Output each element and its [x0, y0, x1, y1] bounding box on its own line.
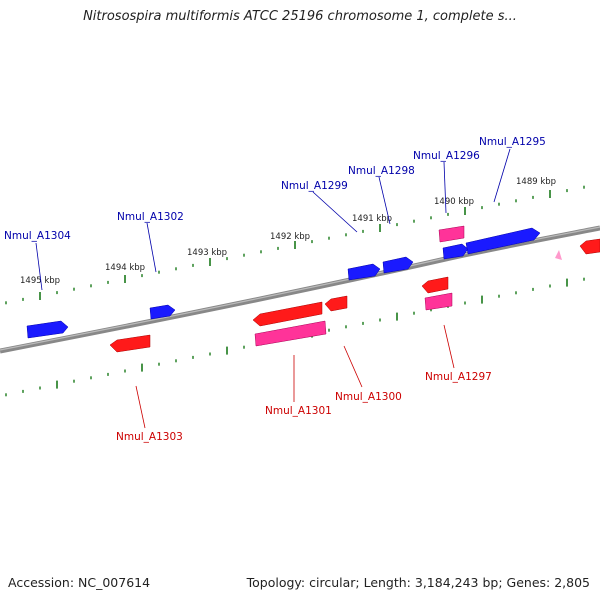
upper-scale-track [5, 185, 585, 305]
gene-edge-red[interactable] [579, 238, 600, 255]
gene-nmul-a1301-rna[interactable] [254, 320, 327, 347]
gene-label[interactable]: Nmul_A1303 [116, 431, 183, 443]
gene-nmul-a1303[interactable] [109, 334, 151, 353]
chromosome-backbone [0, 225, 600, 354]
gene-label[interactable]: Nmul_A1300 [335, 391, 402, 403]
gene-callouts [35, 148, 511, 429]
scale-label: 1492 kbp [270, 232, 310, 242]
scale-label: 1495 kbp [20, 276, 60, 286]
gene-nmul-a1302[interactable] [149, 304, 176, 320]
scale-label: 1493 kbp [187, 248, 227, 258]
accession-label: Accession: NC_007614 [8, 575, 151, 590]
gene-label[interactable]: Nmul_A1301 [265, 405, 332, 417]
scale-label: 1494 kbp [105, 263, 145, 273]
gene-edge-pink[interactable] [555, 250, 562, 260]
reverse-genes [109, 225, 600, 353]
gene-nmul-a1296[interactable] [442, 243, 469, 260]
gene-nmul-a1297-rna[interactable] [424, 292, 453, 311]
gene-nmul-a1297[interactable] [421, 276, 449, 294]
gene-label[interactable]: Nmul_A1298 [348, 165, 415, 177]
gene-nmul-a1295[interactable] [465, 227, 541, 255]
scale-label: 1489 kbp [516, 177, 556, 187]
gene-nmul-a1296-rna[interactable] [438, 225, 465, 243]
map-title: Nitrosospira multiformis ATCC 25196 chro… [83, 9, 517, 24]
gene-label[interactable]: Nmul_A1304 [4, 230, 71, 242]
topology-label: Topology: circular; Length: 3,184,243 bp… [246, 575, 590, 590]
gene-nmul-a1301[interactable] [252, 301, 323, 327]
gene-nmul-a1299[interactable] [347, 263, 381, 281]
gene-label[interactable]: Nmul_A1295 [479, 136, 546, 148]
gene-nmul-a1304[interactable] [26, 320, 69, 339]
forward-genes [26, 227, 541, 339]
gene-label[interactable]: Nmul_A1296 [413, 150, 480, 162]
gene-label[interactable]: Nmul_A1302 [117, 211, 184, 223]
gene-label[interactable]: Nmul_A1299 [281, 180, 348, 192]
scale-label: 1490 kbp [434, 197, 474, 207]
lower-scale-track [5, 277, 585, 397]
gene-nmul-a1300[interactable] [324, 295, 348, 312]
gene-label[interactable]: Nmul_A1297 [425, 371, 492, 383]
gene-nmul-a1298[interactable] [382, 256, 414, 274]
scale-label: 1491 kbp [352, 214, 392, 224]
